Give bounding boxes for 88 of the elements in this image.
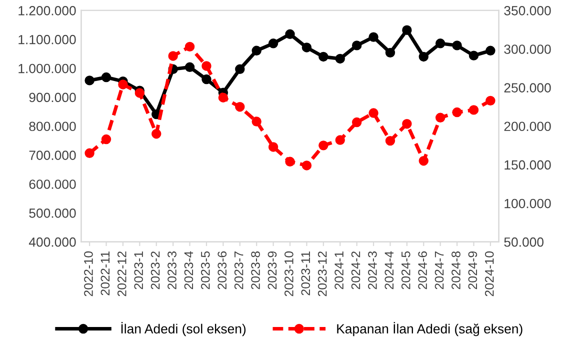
x-tick-label: 2024-6 <box>418 251 427 290</box>
y-tick-label: 700.000 <box>29 150 76 160</box>
x-tick-label: 2024-10 <box>484 251 494 296</box>
y-tick-label: 1.000.000 <box>18 64 76 74</box>
y2-tick-label: 50.000 <box>504 237 544 247</box>
point <box>435 112 446 123</box>
x-tick-label: 2022-11 <box>100 251 110 296</box>
legend-label: İlan Adedi (sol eksen) <box>121 322 246 336</box>
point <box>184 62 195 72</box>
point <box>435 38 446 48</box>
point <box>402 25 412 35</box>
point <box>368 32 378 42</box>
point <box>352 117 362 128</box>
x-tick-label: 2023-8 <box>251 251 260 290</box>
y2-tick-label: 150.000 <box>504 160 551 170</box>
point <box>285 29 295 40</box>
point <box>385 48 396 58</box>
y2-tick-label: 100.000 <box>504 198 551 208</box>
x-tick-label: 2023-5 <box>200 251 210 290</box>
y-tick-label: 900.000 <box>29 92 76 102</box>
point <box>285 156 295 166</box>
x-tick-label: 2024-2 <box>351 252 360 290</box>
y-tick-label: 400.000 <box>28 237 76 247</box>
point <box>318 140 328 150</box>
point <box>101 72 112 82</box>
x-tick-label: 2022-12 <box>117 252 126 296</box>
point <box>368 108 378 118</box>
point <box>352 40 362 50</box>
point <box>235 64 245 74</box>
x-tick-label: 2023-6 <box>218 251 227 290</box>
point <box>252 116 262 126</box>
point <box>268 38 278 48</box>
point <box>118 80 128 90</box>
y-tick-label: 600.000 <box>29 180 76 189</box>
point <box>152 129 162 139</box>
point <box>235 102 245 112</box>
x-tick-label: 2024-4 <box>384 251 394 290</box>
point <box>335 54 345 64</box>
point <box>168 51 178 61</box>
y-tick-label: 1.200.000 <box>18 6 76 16</box>
point <box>268 142 278 152</box>
x-tick-label: 2024-3 <box>368 251 377 290</box>
x-tick-label: 2023-12 <box>318 252 327 296</box>
point <box>202 74 212 84</box>
point <box>385 136 396 146</box>
x-tick-label: 2023-1 <box>134 251 144 290</box>
point <box>418 52 428 62</box>
x-tick-label: 2024-5 <box>401 251 410 290</box>
x-tick-label: 2023-11 <box>301 251 310 296</box>
point <box>302 160 312 170</box>
y2-tick-label: 350.000 <box>504 6 551 16</box>
y-tick-label: 1.100.000 <box>18 34 76 44</box>
x-tick-label: 2023-4 <box>184 251 194 290</box>
point <box>84 76 94 86</box>
point <box>452 40 462 50</box>
point <box>302 42 312 52</box>
y2-tick-label: 250.000 <box>504 83 551 92</box>
point <box>218 92 228 102</box>
x-tick-label: 2024-7 <box>434 252 444 290</box>
point <box>134 88 145 98</box>
x-tick-label: 2022-10 <box>84 251 93 296</box>
point <box>184 42 195 52</box>
x-tick-label: 2023-10 <box>284 251 294 296</box>
x-tick-label: 2023-3 <box>168 251 176 290</box>
point <box>486 46 496 56</box>
y-tick-label: 500.000 <box>29 208 76 218</box>
x-tick-label: 2024-9 <box>468 251 478 290</box>
x-tick-label: 2024-8 <box>452 251 460 290</box>
point <box>101 134 112 144</box>
y2-tick-label: 300.000 <box>504 44 551 54</box>
point <box>202 61 212 71</box>
point <box>84 148 94 158</box>
point <box>418 156 428 166</box>
point <box>252 46 262 56</box>
y2-tick-label: 200.000 <box>504 122 551 132</box>
point <box>402 118 412 129</box>
x-tick-label: 2023-2 <box>150 252 160 290</box>
point <box>468 105 479 115</box>
x-tick-label: 2023-9 <box>268 251 277 290</box>
x-tick-label: 2024-1 <box>334 251 344 290</box>
point <box>468 50 479 60</box>
point <box>335 135 345 145</box>
point <box>486 96 496 106</box>
y-tick-label: 800.000 <box>29 122 76 132</box>
point <box>452 107 462 118</box>
point <box>318 52 328 62</box>
x-tick-label: 2023-7 <box>234 252 244 290</box>
legend-label: Kapanan İlan Adedi (sağ eksen) <box>337 322 522 336</box>
